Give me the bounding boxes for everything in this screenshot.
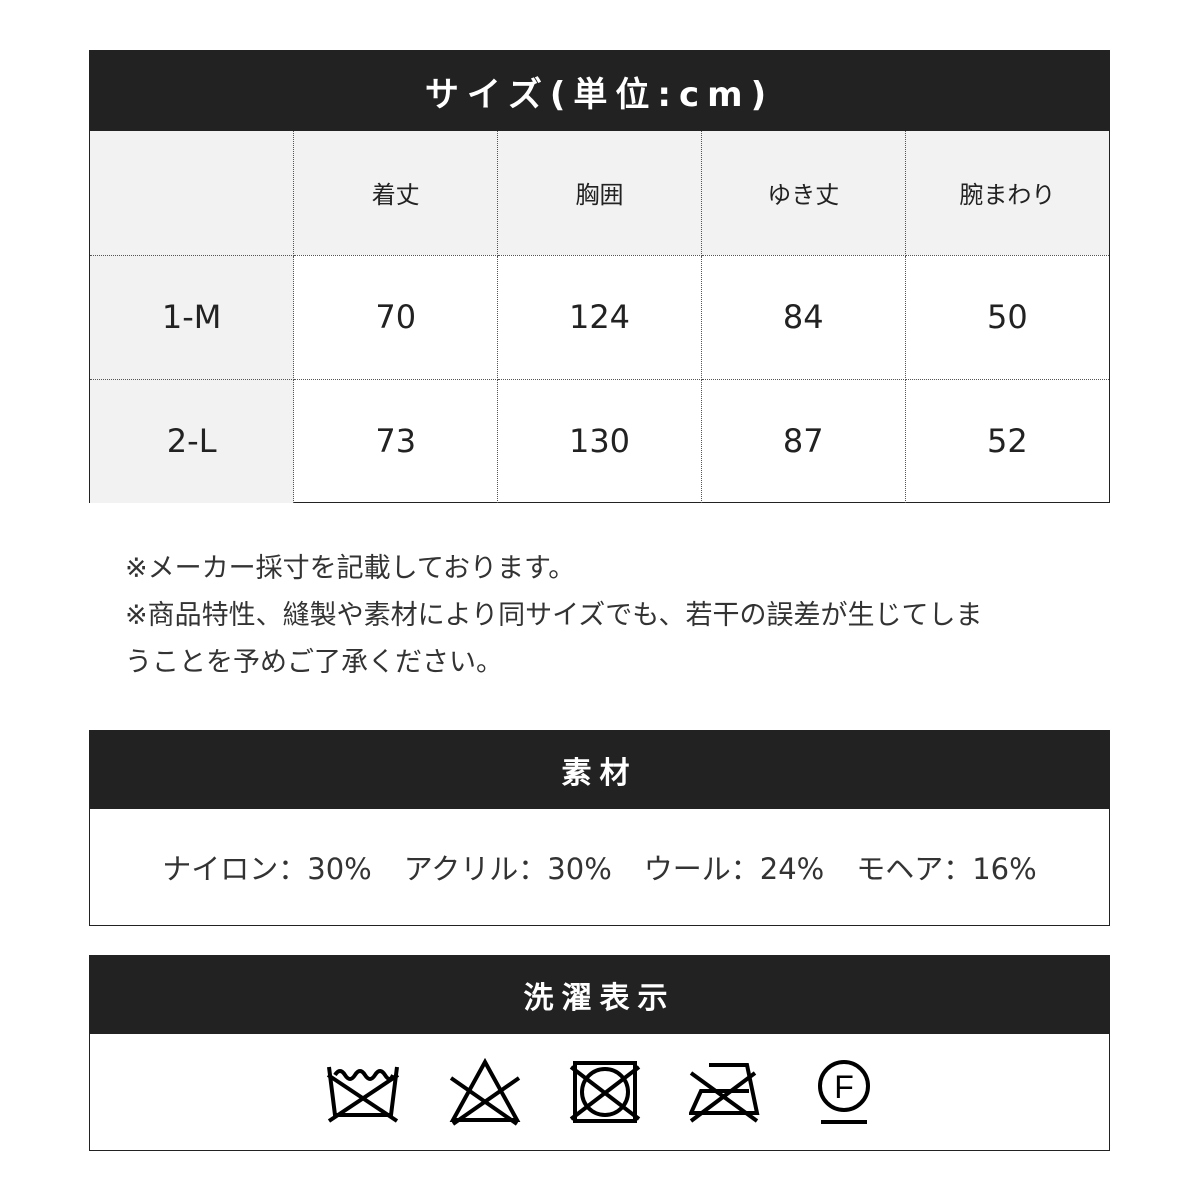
header-cell: 胸囲: [497, 131, 702, 256]
care-section: 洗濯表示 F: [89, 955, 1110, 1151]
dry-clean-f-label: F: [834, 1069, 854, 1105]
material-section: 素材 ナイロン：30% アクリル：30% ウール：24% モヘア：16%: [89, 730, 1110, 926]
note-line: ※メーカー採寸を記載しております。: [125, 553, 576, 584]
table-row: 2-L 73 130 87 52: [90, 378, 1109, 503]
no-bleach-icon: [449, 1058, 520, 1126]
table-row: 1-M 70 124 84 50: [90, 254, 1109, 380]
care-title: 洗濯表示: [90, 956, 1109, 1034]
header-cell: ゆき丈: [700, 131, 906, 256]
material-item: モヘア：16%: [856, 852, 1037, 886]
header-cell: [90, 131, 295, 256]
material-item: ナイロン：30%: [162, 852, 372, 886]
header-cell: 着丈: [293, 131, 499, 256]
no-wash-icon: [326, 1066, 399, 1123]
table-cell: 84: [700, 254, 906, 380]
table-cell: 52: [904, 378, 1109, 503]
size-label: 2-L: [90, 378, 295, 503]
note-line: ※商品特性、縫製や素材により同サイズでも、若干の誤差が生じてしま: [125, 600, 983, 631]
table-cell: 70: [293, 254, 499, 380]
table-cell: 130: [497, 378, 702, 503]
table-cell: 87: [700, 378, 906, 503]
note-line: うことを予めご了承ください。: [125, 647, 503, 678]
dry-clean-f-icon: F: [817, 1060, 870, 1124]
material-title: 素材: [90, 731, 1109, 809]
size-table: サイズ(単位:cm) 着丈 胸囲 ゆき丈 腕まわり 1-M 70 124 84 …: [89, 50, 1110, 503]
table-cell: 50: [904, 254, 1109, 380]
no-tumble-dry-icon: [569, 1061, 640, 1123]
header-cell: 腕まわり: [904, 131, 1109, 256]
no-iron-icon: [688, 1063, 759, 1123]
material-item: アクリル：30%: [403, 852, 612, 886]
table-cell: 73: [293, 378, 499, 503]
notes: ※メーカー採寸を記載しております。 ※商品特性、縫製や素材により同サイズでも、若…: [125, 545, 982, 686]
material-item: ウール：24%: [643, 852, 825, 886]
table-header-row: 着丈 胸囲 ゆき丈 腕まわり: [90, 131, 1109, 256]
table-cell: 124: [497, 254, 702, 380]
size-table-title: サイズ(単位:cm): [90, 51, 1109, 131]
size-label: 1-M: [90, 254, 295, 380]
